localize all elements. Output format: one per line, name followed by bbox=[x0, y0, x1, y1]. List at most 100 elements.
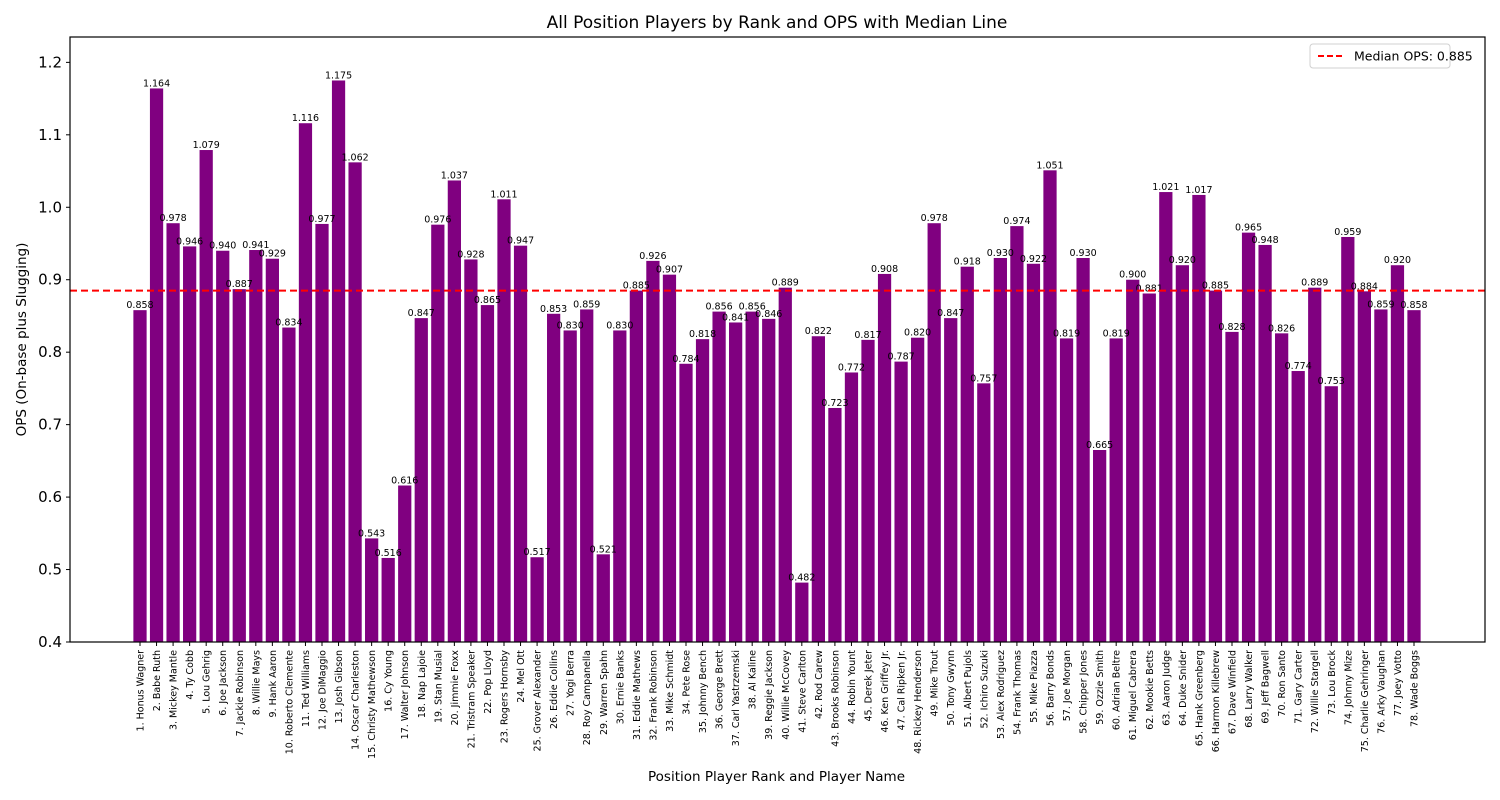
bar bbox=[1026, 263, 1041, 642]
x-tick-label: 54. Frank Thomas bbox=[1012, 650, 1023, 735]
bar bbox=[1093, 449, 1107, 642]
x-tick-label: 63. Aaron Judge bbox=[1161, 650, 1172, 726]
bar bbox=[795, 582, 809, 642]
bar-value-label: 0.826 bbox=[1268, 323, 1295, 334]
bar bbox=[133, 310, 147, 642]
bar bbox=[249, 250, 263, 642]
bar-value-label: 0.774 bbox=[1285, 361, 1312, 372]
bar-value-label: 0.947 bbox=[507, 236, 534, 247]
chart-title: All Position Players by Rank and OPS wit… bbox=[547, 13, 1008, 33]
bar bbox=[547, 313, 561, 642]
x-tick-label: 60. Adrian Beltre bbox=[1112, 650, 1123, 730]
bar-value-label: 0.482 bbox=[788, 573, 815, 584]
bar-value-label: 0.922 bbox=[1020, 254, 1047, 265]
bar-value-label: 0.918 bbox=[954, 257, 981, 268]
x-tick-label: 78. Wade Boggs bbox=[1410, 650, 1421, 727]
bar bbox=[844, 372, 859, 642]
x-tick-label: 76. Arky Vaughan bbox=[1376, 650, 1387, 734]
bar bbox=[1258, 244, 1272, 642]
bar bbox=[166, 223, 180, 642]
x-tick-label: 17. Walter Johnson bbox=[400, 650, 411, 739]
bar bbox=[762, 318, 776, 642]
bar bbox=[530, 557, 544, 642]
bar bbox=[1275, 333, 1289, 642]
bar bbox=[414, 318, 428, 642]
x-tick-label: 37. Carl Yastrzemski bbox=[731, 650, 742, 746]
bar-value-label: 0.830 bbox=[606, 320, 633, 331]
bar-value-label: 0.946 bbox=[176, 236, 203, 247]
x-tick-label: 61. Miguel Cabrera bbox=[1128, 650, 1139, 740]
x-tick-label: 33. Mike Schmidt bbox=[665, 650, 676, 732]
bar-value-label: 0.959 bbox=[1334, 227, 1361, 238]
bar bbox=[398, 485, 412, 642]
bar bbox=[232, 289, 246, 642]
bar-value-label: 1.164 bbox=[143, 78, 170, 89]
x-tick-label: 48. Rickey Henderson bbox=[913, 650, 924, 754]
x-tick-label: 51. Albert Pujols bbox=[963, 650, 974, 727]
x-tick-label: 25. Grover Alexander bbox=[533, 650, 544, 752]
bar bbox=[265, 258, 279, 642]
x-tick-label: 77. Joey Votto bbox=[1393, 650, 1404, 716]
x-tick-label: 43. Brooks Robinson bbox=[830, 650, 841, 747]
bar bbox=[298, 123, 313, 643]
bar bbox=[1109, 338, 1123, 642]
bar-value-label: 0.819 bbox=[1053, 328, 1080, 339]
bar bbox=[199, 150, 213, 642]
bar-value-label: 1.175 bbox=[325, 70, 352, 81]
bar bbox=[778, 287, 792, 642]
x-tick-label: 66. Harmon Killebrew bbox=[1211, 650, 1222, 753]
x-axis-label: Position Player Rank and Player Name bbox=[648, 769, 905, 785]
x-tick-label: 71. Gary Carter bbox=[1294, 650, 1305, 724]
legend-median-label: Median OPS: 0.885 bbox=[1354, 49, 1473, 64]
x-tick-label: 8. Willie Mays bbox=[251, 650, 262, 715]
bar-value-label: 0.817 bbox=[854, 330, 881, 341]
bar-value-label: 1.021 bbox=[1152, 182, 1179, 193]
x-tick-label: 46. Ken Griffey Jr. bbox=[880, 650, 891, 733]
legend-box bbox=[1309, 43, 1451, 69]
bar-value-label: 0.929 bbox=[259, 249, 286, 260]
x-tick-label: 10. Roberto Clemente bbox=[284, 650, 295, 754]
bar bbox=[1059, 338, 1074, 642]
bar-value-label: 0.828 bbox=[1218, 322, 1245, 333]
x-tick-label: 3. Mickey Mantle bbox=[169, 650, 180, 730]
x-tick-label: 52. Ichiro Suzuki bbox=[979, 650, 990, 729]
bar-value-label: 1.079 bbox=[193, 140, 220, 151]
x-tick-label: 47. Cal Ripken Jr. bbox=[897, 650, 908, 730]
x-axis: 1. Honus Wagner 2. Babe Ruth 3. Mickey Man… bbox=[136, 642, 1421, 759]
bar-value-label: 1.011 bbox=[490, 189, 517, 200]
bar bbox=[679, 363, 693, 642]
x-tick-label: 75. Charlie Gehringer bbox=[1360, 650, 1371, 752]
x-tick-label: 34. Pete Rose bbox=[682, 650, 693, 715]
bar-value-label: 0.517 bbox=[523, 547, 550, 558]
bar bbox=[828, 407, 842, 642]
bar bbox=[894, 361, 908, 642]
legend: Median OPS: 0.885 bbox=[1309, 43, 1473, 69]
x-tick-label: 6. Joe Jackson bbox=[218, 650, 229, 716]
x-tick-label: 38. Al Kaline bbox=[748, 650, 759, 709]
bar bbox=[513, 245, 528, 643]
x-tick-label: 50. Tony Gwynn bbox=[946, 650, 957, 726]
bar bbox=[1208, 290, 1223, 642]
y-tick-label: 0.5 bbox=[38, 561, 62, 579]
x-tick-label: 19. Stan Musial bbox=[433, 650, 444, 723]
bar-value-label: 0.978 bbox=[159, 213, 186, 224]
bar-value-label: 0.858 bbox=[126, 300, 153, 311]
bar bbox=[712, 311, 726, 642]
bar bbox=[960, 266, 974, 642]
bar bbox=[149, 88, 164, 642]
y-tick-label: 0.7 bbox=[38, 416, 62, 434]
bar-value-label: 1.116 bbox=[292, 113, 319, 124]
bar-value-label: 0.723 bbox=[821, 398, 848, 409]
x-tick-label: 31. Eddie Mathews bbox=[632, 650, 643, 740]
x-tick-label: 15. Christy Mathewson bbox=[367, 650, 378, 759]
bar bbox=[1076, 257, 1090, 642]
bar bbox=[629, 290, 643, 642]
bar-value-label: 0.841 bbox=[722, 312, 749, 323]
x-tick-label: 55. Mike Piazza bbox=[1029, 650, 1040, 723]
bar bbox=[646, 260, 660, 642]
bar-value-label: 0.885 bbox=[623, 281, 650, 292]
bar bbox=[745, 311, 759, 642]
y-tick-label: 1.1 bbox=[38, 126, 62, 144]
bar bbox=[927, 223, 941, 642]
x-tick-label: 72. Willie Stargell bbox=[1310, 650, 1321, 733]
